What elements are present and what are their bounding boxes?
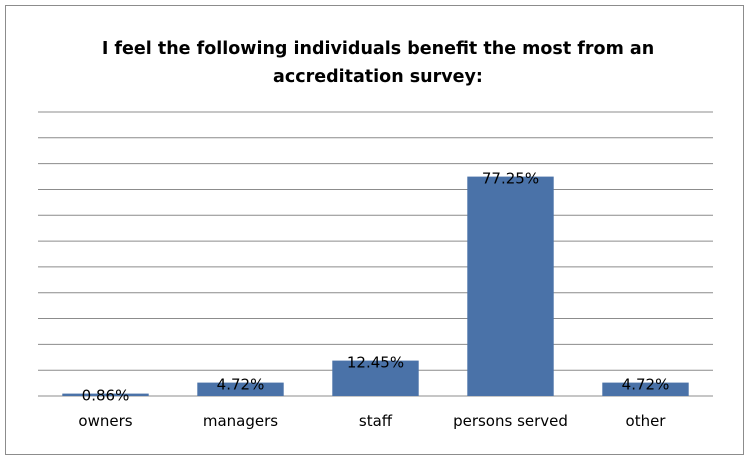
chart-title-line-2: accreditation survey:: [273, 67, 483, 87]
x-tick-label-managers: managers: [203, 412, 278, 430]
x-tick-label-other: other: [626, 412, 667, 430]
bar-managers: [197, 382, 284, 396]
x-axis-tick-labels: owners managers staff persons served other: [78, 412, 666, 430]
bar-staff: [332, 360, 419, 396]
x-tick-label-owners: owners: [78, 412, 132, 430]
gridlines: [38, 111, 713, 397]
data-labels: 0.86% 4.72% 12.45% 77.25% 4.72%: [82, 170, 670, 405]
data-label-owners: 0.86%: [82, 387, 130, 405]
bar-other: [602, 382, 689, 396]
data-label-staff: 12.45%: [347, 354, 404, 372]
x-tick-label-staff: staff: [359, 412, 393, 430]
bar-owners: [62, 393, 149, 396]
chart-title-line-1: I feel the following individuals benefit…: [102, 39, 654, 59]
bars: [62, 176, 689, 396]
bar-persons-served: [467, 176, 554, 396]
data-label-other: 4.72%: [622, 376, 670, 394]
data-label-managers: 4.72%: [217, 376, 265, 394]
x-tick-label-persons-served: persons served: [453, 412, 568, 430]
data-label-persons-served: 77.25%: [482, 170, 539, 188]
